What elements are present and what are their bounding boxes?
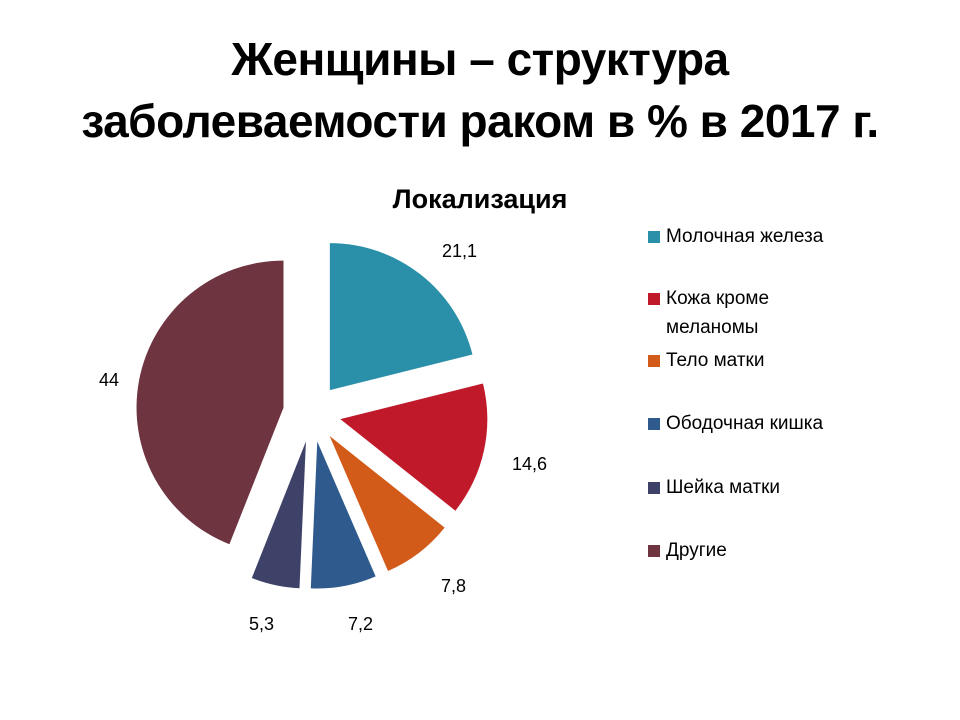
legend-item-uterus-body: Тело матки xyxy=(648,346,886,375)
pie-slice-uterus-body xyxy=(329,436,445,571)
slide-title-line-1: Женщины – структура xyxy=(231,33,729,85)
pie-slice-breast xyxy=(329,243,473,391)
pie-slice-cervix xyxy=(251,441,306,589)
legend-label: Тело матки xyxy=(666,350,765,371)
legend-item-breast: Молочная железа xyxy=(648,222,886,251)
legend-swatch-icon xyxy=(648,418,660,430)
data-label-colon: 7,2 xyxy=(348,614,374,634)
slide-title: Женщины – структура заболеваемости раком… xyxy=(0,28,960,152)
chart-title: Локализация xyxy=(392,184,568,214)
legend-label: Кожа кроме меланомы xyxy=(666,288,770,338)
pie-slice-other xyxy=(136,260,284,545)
legend-swatch-icon xyxy=(648,355,660,367)
legend-label: Молочная железа xyxy=(666,226,824,247)
legend-swatch-icon xyxy=(648,293,660,305)
legend-item-cervix: Шейка матки xyxy=(648,473,886,502)
data-label-uterus-body: 7,8 xyxy=(441,576,467,596)
legend-label: Шейка матки xyxy=(666,477,781,498)
data-label-breast: 21,1 xyxy=(442,241,478,261)
legend-swatch-icon xyxy=(648,545,660,557)
legend-item-other: Другие xyxy=(648,536,886,565)
data-label-skin: 14,6 xyxy=(512,454,548,474)
legend-item-skin: Кожа кроме меланомы xyxy=(648,284,816,342)
legend-item-colon: Ободочная кишка xyxy=(648,409,886,438)
legend-label: Ободочная кишка xyxy=(666,413,824,434)
pie-slice-colon xyxy=(310,441,376,589)
legend-label: Другие xyxy=(666,540,727,561)
legend-swatch-icon xyxy=(648,482,660,494)
slide-title-line-2: заболеваемости раком в % в 2017 г. xyxy=(81,95,879,147)
data-label-cervix: 5,3 xyxy=(249,614,275,634)
pie-slice-skin xyxy=(340,383,488,511)
data-label-other: 44 xyxy=(99,370,120,390)
legend-swatch-icon xyxy=(648,231,660,243)
